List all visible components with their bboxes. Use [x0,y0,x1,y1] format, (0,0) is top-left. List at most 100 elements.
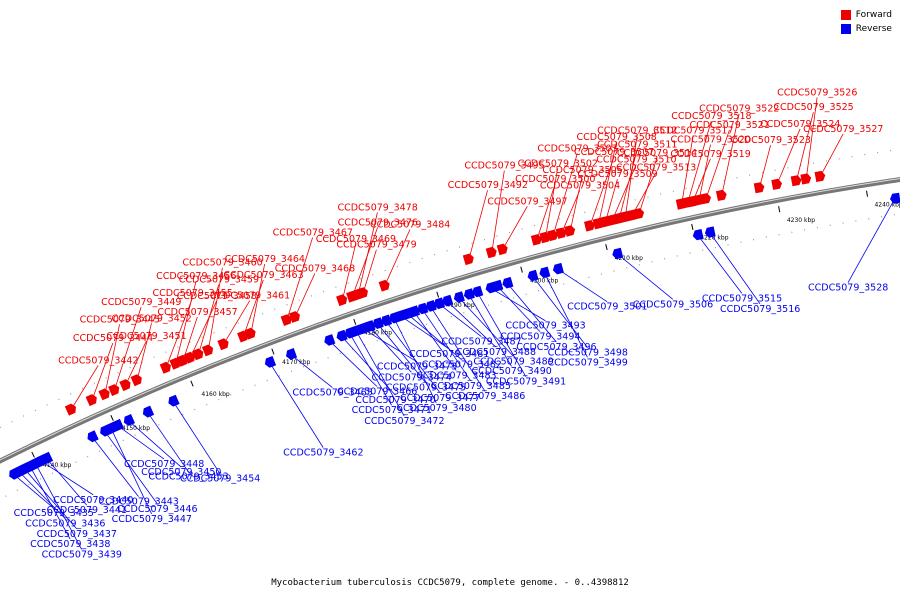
forward-gene-label: CCDC5079_3509 [577,169,657,180]
reverse-gene-label: CCDC5079_3448 [124,459,204,470]
reverse-gene-label: CCDC5079_3480 [396,403,476,414]
forward-gene [119,379,131,392]
forward-gene [201,344,214,357]
forward-leader-line [125,340,147,385]
legend: Forward Reverse [840,8,892,36]
forward-gene-label: CCDC5079_3463 [223,270,303,281]
forward-leader-line [182,316,198,361]
forward-leader-line [692,158,711,202]
reverse-leader-line [128,420,182,468]
reverse-leader-line [557,268,608,303]
reverse-leader-line [496,285,541,333]
forward-leader-line [805,97,818,179]
reverse-leader-line [697,234,743,294]
forward-leader-line [491,170,505,253]
reverse-gene [142,405,155,418]
forward-gene-label: CCDC5079_3502 [518,159,598,170]
legend-reverse-label: Reverse [855,24,892,34]
reverse-gene-label: CCDC5079_3506 [633,299,713,310]
reverse-gene-label: CCDC5079_3436 [25,518,105,529]
forward-gene [108,384,120,397]
reverse-leader-line [506,282,557,343]
forward-gene-label: CCDC5079_3492 [448,180,528,191]
reverse-gene-label: CCDC5079_3454 [180,474,260,485]
reverse-gene [472,285,484,298]
forward-gene [715,189,727,201]
forward-gene-label: CCDC5079_3458 [177,291,257,302]
forward-gene-label: CCDC5079_3479 [336,240,416,251]
reverse-gene-label: CCDC5079_3499 [547,357,627,368]
reverse-gene-label: CCDC5079_3488 [456,347,536,358]
forward-leader-line [104,324,120,394]
forward-gene-label: CCDC5079_3476 [338,217,418,228]
forward-gene [539,231,551,244]
reverse-leader-line [328,340,378,387]
reverse-gene [492,279,504,292]
reverse-gene [552,262,564,275]
forward-gene-label: CCDC5079_3444 [73,333,153,344]
forward-gene-label: CCDC5079_3500 [515,174,595,185]
forward-gene [584,220,595,232]
forward-leader-line [545,168,559,238]
forward-gene [217,338,229,351]
forward-gene [790,175,802,187]
reverse-leader-line [172,401,221,474]
reverse-gene [463,288,475,300]
reverse-gene-label: CCDC5079_3501 [567,302,647,313]
reverse-leader-line [458,297,514,357]
reverse-gene-label: CCDC5079_3471 [352,405,432,416]
forward-gene-label: CCDC5079_3523 [731,135,811,146]
reverse-gene-label: CCDC5079_3438 [30,539,110,550]
forward-gene [462,253,474,266]
backbone [0,176,900,464]
forward-leader-line [114,306,142,390]
forward-gene-label: CCDC5079_3459 [179,275,259,286]
forward-leader-line [175,280,197,364]
reverse-gene [364,320,376,332]
forward-leader-line [552,153,578,236]
reverse-gene [41,451,54,464]
reverse-leader-line [468,294,512,367]
reverse-leader-line [18,471,66,519]
forward-leader-line [243,279,264,337]
forward-leader-line [502,206,528,250]
forward-leader-line [91,342,114,400]
forward-gene [356,287,368,299]
reverse-leader-line [35,463,82,550]
tick-label: 4210 kbp [615,255,643,262]
forward-leader-line [681,135,694,204]
forward-leader-line [342,243,357,300]
reverse-gene-label: CCDC5079_3447 [112,514,192,525]
reverse-gene-label: CCDC5079_3486 [445,391,525,402]
forward-gene-label: CCDC5079_3524 [760,119,840,130]
reverse-gene-label: CCDC5079_3474 [371,372,451,383]
forward-gene [159,361,171,374]
reverse-leader-line [29,466,71,540]
forward-leader-line [820,133,844,177]
tick-label: 4200 kbp [530,277,558,284]
forward-gene [85,394,97,407]
reverse-gene-label: CCDC5079_3466 [337,387,417,398]
forward-gene [496,243,508,256]
forward-gene-label: CCDC5079_3519 [670,149,750,160]
forward-leader-line [569,174,583,231]
reverse-leader-line [413,311,457,371]
forward-leader-line [698,144,711,200]
reverse-gene-label: CCDC5079_3453 [148,472,228,483]
forward-gene [378,279,390,292]
reverse-gene [692,229,704,241]
forward-leader-line [294,273,316,317]
forward-gene [485,246,497,259]
reverse-leader-line [362,328,418,363]
forward-leader-line [721,113,740,196]
forward-leader-line [208,267,223,350]
tick-mark [436,291,440,298]
reverse-leader-line [446,300,496,348]
tick-mark [691,223,694,230]
forward-gene-label: CCDC5079_3451 [106,331,186,342]
forward-gene-label: CCDC5079_3508 [577,132,657,143]
forward-gene [633,208,645,220]
reverse-gene [381,314,393,327]
forward-gene-label: CCDC5079_3445 [80,314,160,325]
reverse-gene-label: CCDC5079_3489 [473,356,553,367]
